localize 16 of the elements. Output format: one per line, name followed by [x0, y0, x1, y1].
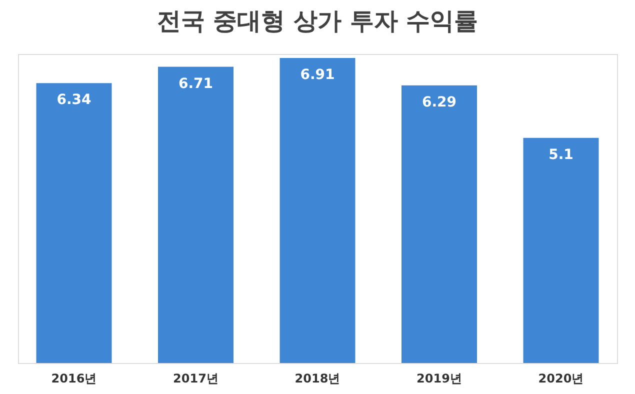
x-tick-label: 2019년	[416, 372, 462, 386]
data-label: 6.34	[56, 92, 92, 108]
x-tick-label: 2020년	[538, 372, 584, 386]
x-tick-label: 2016년	[51, 372, 97, 386]
bar	[402, 85, 477, 363]
bar	[158, 66, 234, 363]
data-label: 6.29	[422, 94, 457, 110]
bar	[280, 58, 356, 363]
data-label: 5.1	[548, 146, 574, 163]
bar	[36, 83, 112, 363]
bar	[523, 138, 599, 363]
x-tick-label: 2018년	[294, 372, 340, 386]
chart-title: 전국 중대형 상가 투자 수익률	[156, 7, 478, 35]
x-tick-label: 2017년	[173, 372, 218, 386]
data-label: 6.91	[300, 66, 335, 83]
data-label: 6.71	[178, 76, 214, 92]
